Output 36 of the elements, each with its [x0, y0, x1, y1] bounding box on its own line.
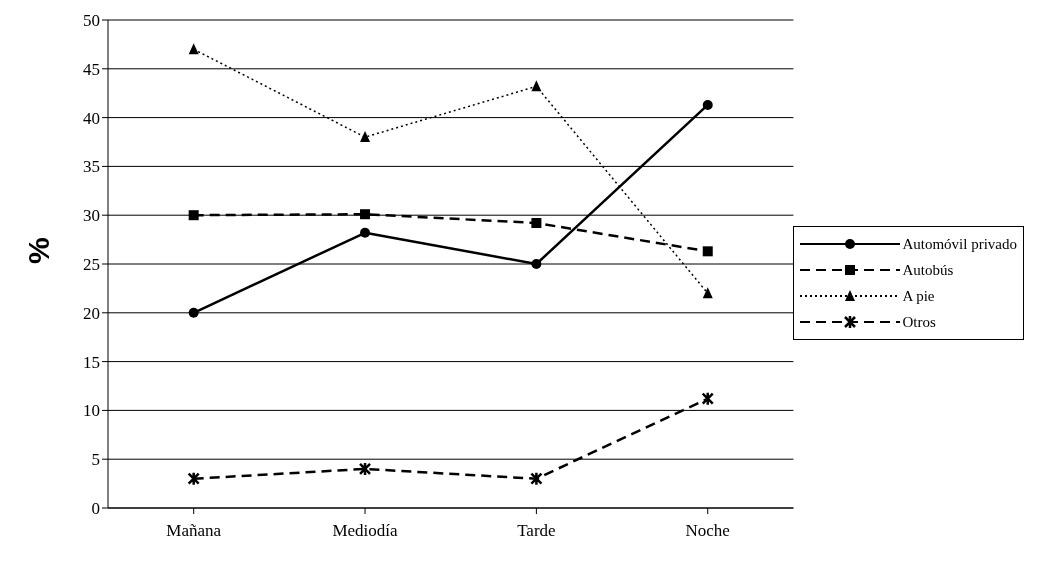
y-tick-label: 50 — [83, 11, 100, 31]
y-tick-label: 20 — [83, 303, 100, 323]
point — [188, 43, 199, 55]
text: Autobús — [902, 261, 954, 279]
x-tick-label: Tarde — [517, 521, 556, 541]
y-tick-label: 35 — [83, 157, 100, 177]
y-tick-label: 40 — [83, 108, 100, 128]
point — [531, 80, 542, 92]
point — [702, 99, 713, 110]
y-tick-label: 0 — [91, 499, 100, 519]
point — [702, 287, 713, 299]
point — [187, 471, 200, 486]
point — [358, 461, 372, 477]
x-tick-label: Noche — [685, 521, 730, 541]
point — [531, 259, 542, 269]
point — [188, 307, 199, 318]
y-axis-title: % — [21, 237, 55, 264]
y-tick-label: 15 — [83, 352, 100, 372]
text: A pie — [902, 287, 935, 305]
point — [360, 209, 371, 220]
point — [188, 210, 199, 221]
point — [701, 391, 714, 406]
text: Automóvil privado — [902, 235, 1017, 253]
x-tick-label: Mediodía — [332, 521, 399, 541]
point — [531, 218, 542, 229]
point — [360, 131, 371, 143]
y-tick-label: 10 — [83, 401, 100, 421]
y-tick-label: 5 — [91, 450, 100, 470]
y-tick-label: 30 — [83, 206, 100, 226]
x-tick-label: Mañana — [166, 521, 222, 541]
point — [360, 227, 371, 238]
y-tick-label: 25 — [83, 255, 100, 275]
point — [530, 471, 543, 486]
point — [702, 246, 713, 257]
y-tick-label: 45 — [83, 59, 100, 79]
text: Otros — [902, 313, 936, 331]
